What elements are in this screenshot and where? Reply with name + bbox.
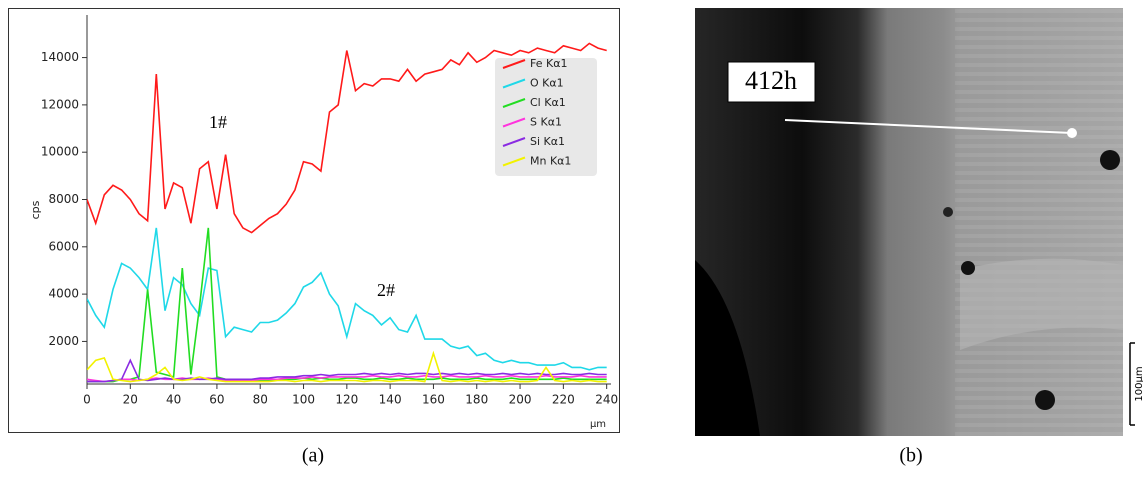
y-tick-label: 8000 [48, 192, 79, 206]
x-tick-label: 0 [83, 393, 91, 407]
x-tick-label: 100 [292, 393, 315, 407]
y-tick-label: 4000 [48, 287, 79, 301]
time-label: 412h [745, 66, 797, 95]
x-tick-label: 40 [166, 393, 181, 407]
x-tick-label: 60 [209, 393, 224, 407]
dark-region [695, 260, 760, 436]
x-tick-label: 200 [509, 393, 532, 407]
x-tick-label: 120 [335, 393, 358, 407]
caption: (a) [302, 445, 324, 467]
y-tick-label: 10000 [41, 145, 79, 159]
legend-swatch [502, 156, 526, 167]
caption: (b) [899, 445, 922, 467]
annotation: 2# [377, 280, 395, 300]
legend-swatch [502, 117, 526, 128]
data-line [87, 350, 607, 383]
x-tick-label: 80 [253, 393, 268, 407]
legend-label: Mn Kα1 [530, 155, 571, 168]
legend-label: Si Kα1 [530, 135, 565, 148]
x-axis-label: μm [590, 419, 606, 430]
legend-swatch [502, 137, 526, 147]
scan-line [784, 119, 1073, 134]
y-axis-label: cps [29, 200, 42, 219]
y-tick-label: 12000 [41, 97, 79, 111]
x-tick-label: 140 [379, 393, 402, 407]
scale-label: 100μm [1134, 366, 1143, 401]
legend-label: S Kα1 [530, 116, 562, 129]
pit [1035, 390, 1055, 410]
legend-label: Cl Kα1 [530, 96, 566, 109]
x-tick-label: 20 [123, 393, 138, 407]
y-tick-label: 2000 [48, 334, 79, 348]
data-line [87, 42, 607, 234]
micrograph: 412h 100μm [695, 8, 1143, 436]
x-tick-label: 160 [422, 393, 445, 407]
texture [955, 8, 1123, 436]
x-tick-label: 240 [595, 393, 618, 407]
plot-area [87, 42, 607, 383]
x-tick-label: 180 [465, 393, 488, 407]
y-tick-label: 6000 [48, 239, 79, 253]
legend-swatch [502, 78, 526, 89]
legend-swatch [502, 98, 526, 108]
x-tick-label: 220 [552, 393, 575, 407]
y-tick-label: 14000 [41, 50, 79, 64]
scan-end [1067, 128, 1077, 138]
bright-band [960, 258, 1123, 350]
data-line [87, 227, 607, 383]
legend-label: Fe Kα1 [530, 57, 567, 70]
label-box [727, 61, 816, 103]
pit [961, 261, 975, 275]
legend-box [495, 58, 597, 176]
legend-swatch [502, 59, 526, 69]
data-line [87, 227, 607, 371]
pit [1100, 150, 1120, 170]
chart: 2000 4000 6000 8000 10000 12000 14000 0 20 40 60 80… [29, 15, 618, 430]
legend-label: O Kα1 [530, 77, 564, 90]
pit [943, 207, 953, 217]
annotation: 1# [209, 112, 227, 132]
